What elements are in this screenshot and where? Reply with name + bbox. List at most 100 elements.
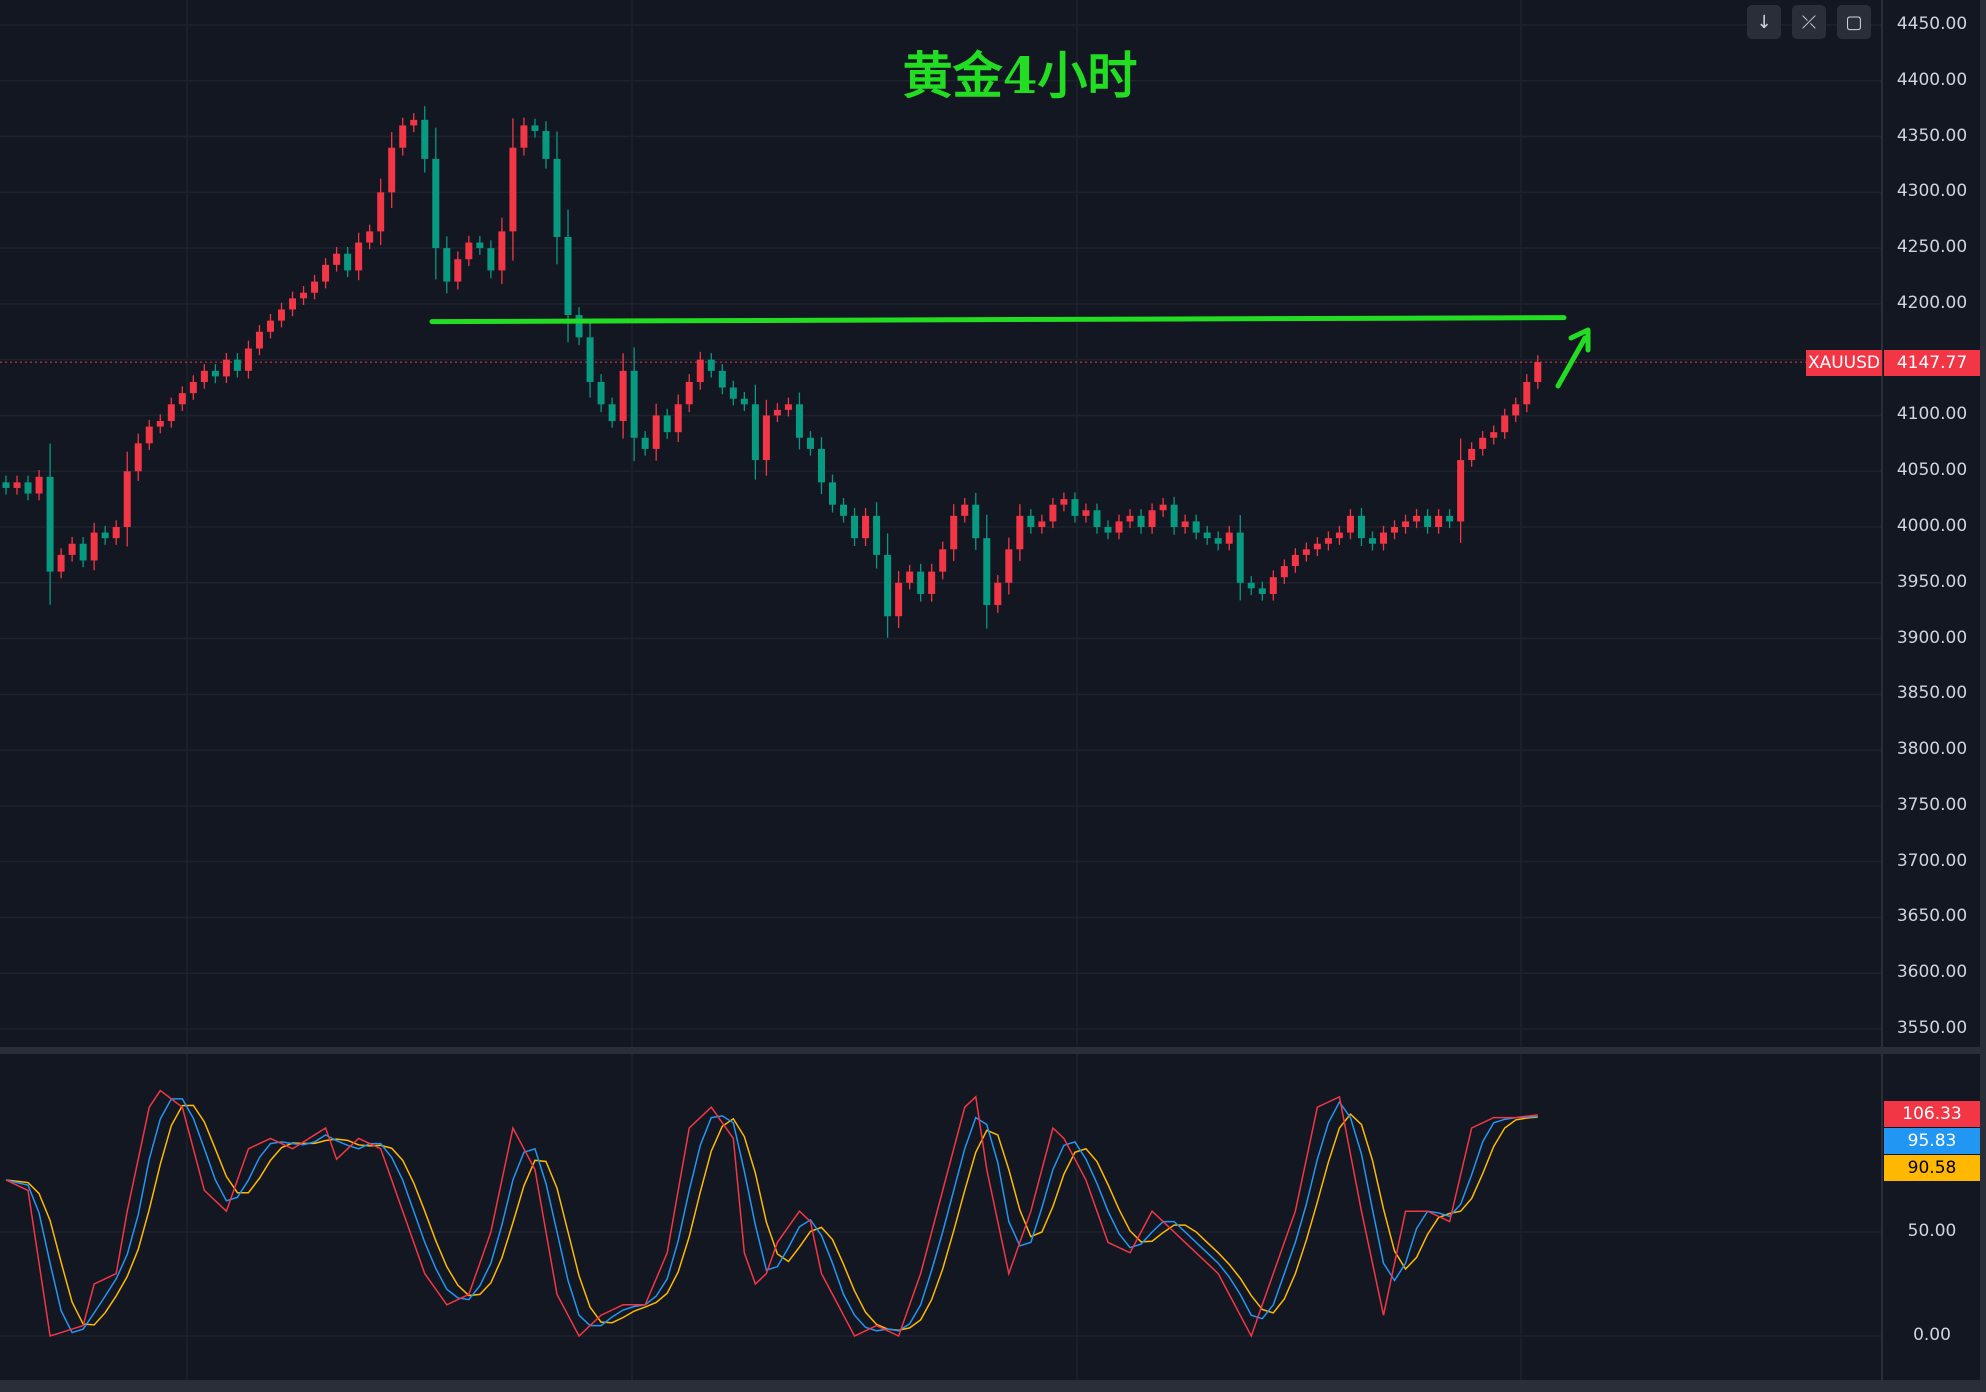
candle-body <box>773 409 781 416</box>
candle-body <box>1435 515 1443 527</box>
candle-body <box>1457 460 1465 522</box>
price-axis-label: 4450.00 <box>1896 14 1968 34</box>
candle-body <box>344 253 352 271</box>
candle-body <box>443 248 451 282</box>
candle-body <box>1380 532 1387 544</box>
candle-body <box>663 415 671 433</box>
osc-k-value: 106.33 <box>1884 1101 1980 1127</box>
candle-body <box>178 393 186 405</box>
candle-body <box>817 448 825 483</box>
chart-title: 黄金4小时 <box>902 46 1138 105</box>
auto-scale-button[interactable]: ⤫ <box>1792 5 1826 39</box>
candle-body <box>531 125 539 131</box>
candle-body <box>1534 362 1542 382</box>
candle-body <box>421 119 429 159</box>
candle-body <box>862 515 870 539</box>
candle-body <box>333 253 341 265</box>
candle-body <box>1093 510 1101 527</box>
candle-body <box>740 398 748 405</box>
candle-body <box>1302 549 1310 555</box>
candle-body <box>1126 515 1134 522</box>
candle-body <box>1082 510 1090 516</box>
candle-body <box>509 147 517 232</box>
candle-body <box>939 549 947 572</box>
candle-body <box>784 404 792 410</box>
candle-body <box>575 315 583 338</box>
candle-body <box>1402 521 1410 527</box>
candle-body <box>465 242 473 260</box>
candle-body <box>1192 521 1200 533</box>
candle-body <box>289 298 297 310</box>
candle-body <box>1291 554 1299 567</box>
candle-body <box>156 421 164 427</box>
candle-body <box>751 404 759 461</box>
candle-body <box>1368 538 1376 544</box>
candle-body <box>840 504 848 516</box>
candle-body <box>145 426 153 444</box>
candle-body <box>1446 515 1454 522</box>
candle-body <box>189 381 197 394</box>
candle-body <box>1016 515 1024 550</box>
candle-body <box>1424 515 1432 527</box>
candle-body <box>90 532 98 561</box>
candle-body <box>410 119 418 126</box>
arrow-down-icon: ↓ <box>1756 11 1772 33</box>
price-axis-label: 4050.00 <box>1896 460 1968 481</box>
candle-body <box>685 381 693 405</box>
candle-body <box>806 437 814 449</box>
candle-body <box>366 231 374 243</box>
osc-signal-value: 90.58 <box>1884 1155 1980 1181</box>
price-axis-label: 4350.00 <box>1896 125 1968 146</box>
candle-body <box>928 571 936 594</box>
candle-body <box>24 482 32 494</box>
candle-body <box>652 415 660 449</box>
price-axis-label: 4250.00 <box>1896 237 1968 258</box>
candle-body <box>311 281 319 293</box>
candle-body <box>729 387 737 399</box>
fullscreen-button[interactable]: ▢ <box>1837 5 1871 39</box>
candle-body <box>101 532 109 539</box>
candle-body <box>1060 499 1068 505</box>
candle-body <box>1115 521 1123 533</box>
collapse-icon: ⤫ <box>1801 11 1817 33</box>
candle-body <box>1357 515 1365 539</box>
osc-k-line <box>5 1089 1538 1338</box>
candle-body <box>123 471 131 527</box>
candle-body <box>718 370 726 388</box>
candle-body <box>1027 515 1035 527</box>
candle-body <box>167 404 175 422</box>
candle-body <box>906 571 914 583</box>
candle-body <box>79 543 87 561</box>
price-axis-label: 4300.00 <box>1896 181 1968 202</box>
candle-body <box>498 231 506 271</box>
candle-body <box>1071 499 1079 516</box>
scroll-to-latest-button[interactable]: ↓ <box>1747 5 1781 39</box>
candle-body <box>377 192 385 232</box>
candle-body <box>1391 527 1399 533</box>
candle-body <box>1214 538 1222 544</box>
candle-body <box>2 482 10 488</box>
pane-divider <box>0 1047 1986 1054</box>
price-axis-label: 3700.00 <box>1896 850 1968 871</box>
candle-body <box>1335 532 1343 539</box>
price-axis-label: 3800.00 <box>1896 739 1968 760</box>
price-axis-label: 3750.00 <box>1896 794 1968 815</box>
candle-body <box>1512 404 1520 416</box>
candle-body <box>520 125 528 148</box>
candle-body <box>674 404 682 433</box>
osc-axis-label-0: 0.00 <box>1913 1325 1951 1345</box>
candle-body <box>46 476 54 572</box>
candle-body <box>1247 582 1255 589</box>
candle-body <box>1258 588 1266 594</box>
candle-body <box>355 242 363 271</box>
candle-body <box>35 476 43 494</box>
candle-body <box>1170 504 1178 527</box>
candle-body <box>1038 521 1046 527</box>
candle-body <box>542 130 550 159</box>
price-axis-label: 3550.00 <box>1896 1018 1968 1038</box>
candle-body <box>1137 515 1145 527</box>
candle-body <box>1225 532 1233 544</box>
candle-body <box>972 504 980 539</box>
candle-body <box>222 359 230 377</box>
